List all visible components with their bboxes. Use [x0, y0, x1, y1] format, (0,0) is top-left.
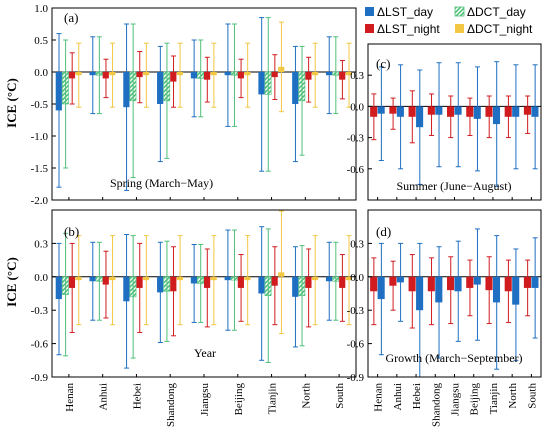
panel-note: Spring (March−May) [110, 176, 213, 190]
legend-label-dct-day: ΔDCT_day [467, 5, 526, 19]
y-tick-label: -0.6 [347, 339, 365, 351]
plot-frame [367, 43, 542, 201]
y-tick-label: 0.0 [34, 272, 48, 284]
panel-3: 0.3 0.0 -0.3 -0.6 -0.9 Henan Anhui Hebei Shandon… [347, 209, 542, 428]
legend-label-dct-night: ΔDCT_night [467, 22, 533, 36]
y-tick-label: -1.5 [31, 163, 49, 175]
x-tick-label: Anhui [98, 383, 110, 411]
x-tick-label: Tianjin [267, 383, 279, 415]
panel-note: Year [194, 346, 216, 360]
y-tick-label: -0.5 [31, 99, 49, 111]
panel-2: 0.3 0.0 -0.3 -0.6 (c) Summer (June−August) [347, 43, 542, 201]
y-tick-label: 1.0 [34, 3, 48, 15]
x-tick-label: Hebei [131, 383, 143, 409]
x-tick-label: South [334, 383, 346, 409]
y-tick-label: 0.3 [34, 238, 48, 250]
x-tick-label: North [300, 383, 312, 409]
panel-0: 1.0 0.5 0.0 -0.5 -1.0 -1.5 -2.0 (a) Spring (Marc… [31, 3, 357, 207]
y-tick-label: -0.9 [347, 372, 365, 384]
y-tick-label: 0.3 [350, 238, 364, 250]
y-tick-label: -1.0 [31, 131, 49, 143]
x-tick-label: Hebei [411, 383, 423, 409]
x-tick-label: South [526, 383, 538, 409]
y-tick-label: 0.5 [34, 35, 48, 47]
ylabel-bottom: ICE (°C) [4, 257, 19, 307]
y-tick-label: 0.0 [34, 67, 48, 79]
legend: ΔLST_day ΔDCT_day ΔLST_night ΔDCT_night [365, 5, 533, 36]
legend-swatch-dct-day [454, 6, 465, 17]
panel-label: (b) [64, 224, 79, 239]
legend-swatch-lst-night [365, 24, 374, 33]
y-tick-label: 0.3 [350, 70, 364, 82]
panel-note: Growth (March−September) [385, 351, 522, 365]
x-tick-label: Beijing [469, 383, 481, 416]
legend-swatch-lst-day [365, 7, 374, 16]
y-tick-label: -0.6 [31, 339, 49, 351]
x-tick-label: Henan [373, 383, 385, 412]
y-tick-label: -0.3 [347, 133, 365, 145]
y-tick-label: -0.3 [347, 305, 365, 317]
legend-label-lst-day: ΔLST_day [377, 5, 433, 19]
panel-label: (c) [376, 56, 390, 71]
x-tick-label: Jiangsu [199, 383, 211, 417]
x-tick-label: Jiangsu [450, 383, 462, 417]
legend-label-lst-night: ΔLST_night [377, 22, 440, 36]
panel-label: (d) [376, 224, 391, 239]
ylabel-top: ICE (°C) [4, 78, 19, 128]
y-tick-label: -2.0 [31, 195, 49, 207]
y-tick-label: 0.0 [350, 272, 364, 284]
x-tick-label: Henan [64, 383, 76, 412]
panel-1: 0.3 0.0 -0.3 -0.6 -0.9 Henan Anhui Hebei Shandon… [31, 209, 357, 428]
y-tick-label: -0.6 [347, 164, 365, 176]
panel-note: Summer (June−August) [396, 179, 511, 193]
legend-swatch-dct-night [455, 24, 464, 33]
x-tick-label: North [507, 383, 519, 409]
x-tick-label: Shandong [430, 383, 442, 428]
y-tick-label: -0.3 [31, 305, 49, 317]
x-tick-label: Tianjin [488, 383, 500, 415]
x-tick-label: Anhui [392, 383, 404, 411]
y-tick-label: 0.0 [350, 101, 364, 113]
panel-label: (a) [64, 10, 78, 25]
x-tick-label: Shandong [165, 383, 177, 428]
x-tick-label: Beijing [233, 383, 245, 416]
y-tick-label: -0.9 [31, 372, 49, 384]
